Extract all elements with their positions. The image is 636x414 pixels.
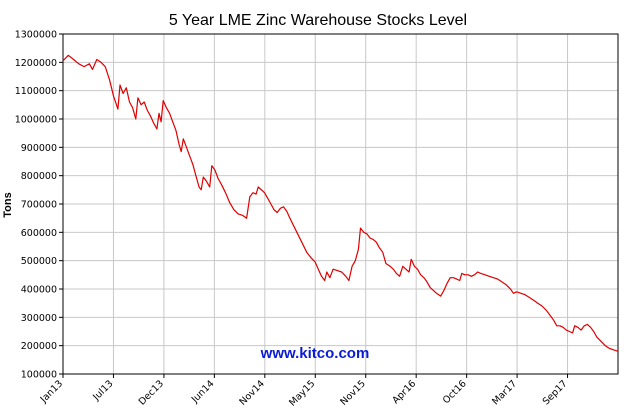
- series-line: [62, 54, 619, 352]
- y-tick-label: 200000: [21, 341, 57, 352]
- y-tick-label: 500000: [21, 256, 57, 267]
- series-group: [62, 54, 619, 352]
- y-tick-label: 700000: [21, 200, 57, 211]
- chart-title: 5 Year LME Zinc Warehouse Stocks Level: [169, 12, 467, 29]
- y-axis: 100000 200000 300000 400000 500000 600000 7000…: [15, 30, 63, 381]
- y-tick-label: 400000: [21, 285, 57, 296]
- y-tick-label: 1100000: [15, 86, 57, 97]
- y-tick-label: 1200000: [15, 58, 57, 69]
- watermark-text: www.kitco.com: [260, 345, 370, 362]
- grid: [63, 33, 618, 375]
- y-tick-label: 1300000: [15, 30, 57, 41]
- y-tick-label: 900000: [21, 143, 57, 154]
- y-tick-label: 800000: [21, 171, 57, 182]
- y-tick-label: 1000000: [15, 115, 57, 126]
- y-tick-label: 300000: [21, 313, 57, 324]
- y-tick-label: 600000: [21, 228, 57, 239]
- y-axis-label: Tons: [2, 192, 14, 217]
- y-tick-label: 100000: [21, 370, 57, 381]
